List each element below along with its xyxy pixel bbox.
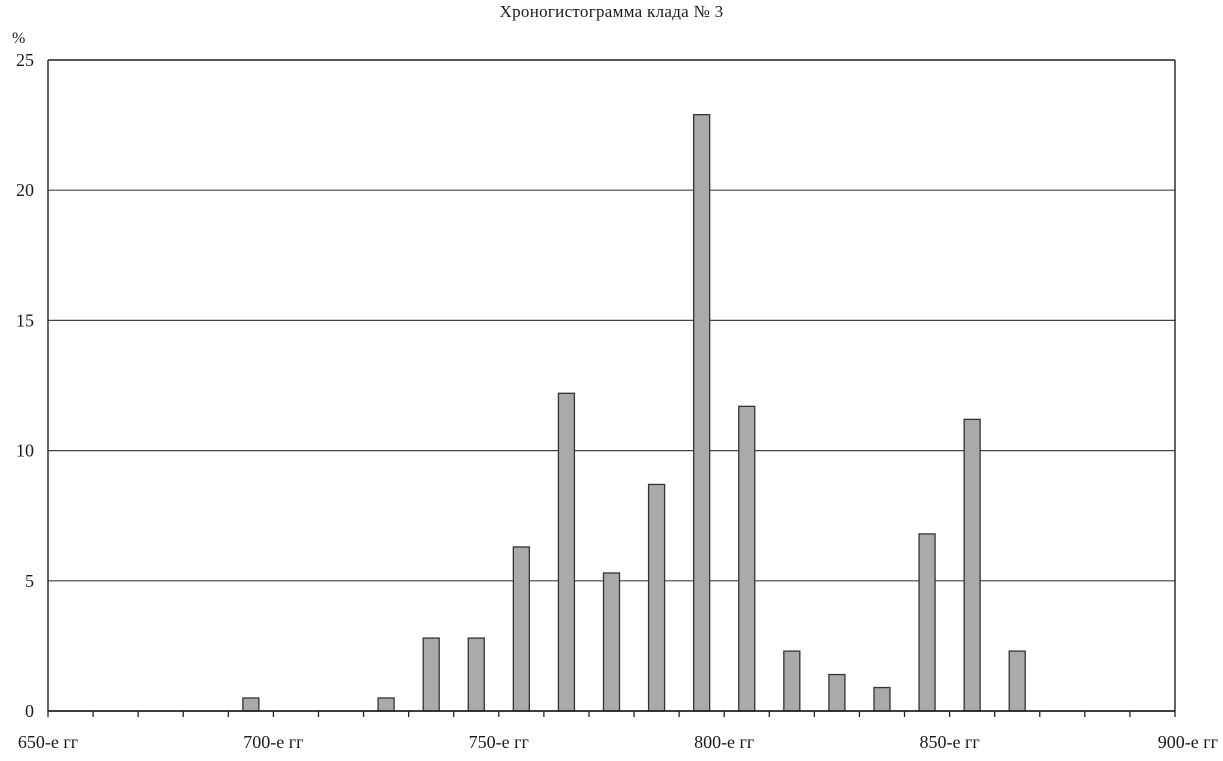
y-tick-label: 10 <box>16 441 34 461</box>
bar-805 <box>738 405 756 712</box>
bar-795 <box>693 114 711 712</box>
x-tick-label: 650-е гг <box>18 732 78 752</box>
y-tick-label: 25 <box>16 50 34 70</box>
bar-755 <box>512 546 530 712</box>
x-tick-label: 850-е гг <box>919 732 979 752</box>
bar-735 <box>422 637 440 712</box>
x-axis <box>47 710 1176 717</box>
bar-745 <box>467 637 485 712</box>
bar-775 <box>602 572 621 712</box>
y-axis-unit-label: % <box>12 30 26 47</box>
x-tick-label: 800-е гг <box>694 732 754 752</box>
y-tick-label: 5 <box>25 571 34 591</box>
bar-785 <box>647 483 666 712</box>
x-tick-label: 700-е гг <box>243 732 303 752</box>
y-tick-label: 20 <box>16 180 34 200</box>
bar-865 <box>1008 650 1026 712</box>
bar-815 <box>783 650 801 712</box>
bar-layer <box>242 114 1026 712</box>
grid-layer <box>48 189 1175 582</box>
bar-695 <box>242 697 260 712</box>
bar-835 <box>873 686 891 712</box>
x-tick-label: 900-е гг <box>1158 732 1218 752</box>
y-tick-label: 15 <box>16 310 34 330</box>
bar-845 <box>918 533 936 712</box>
plot-frame <box>47 59 1176 711</box>
x-tick-label: 750-е гг <box>469 732 529 752</box>
bar-825 <box>828 673 846 712</box>
bar-855 <box>963 418 981 712</box>
tick-labels: 0 5 10 15 20 25 650-е гг 700-е гг 750-е гг 800-е … <box>16 50 1218 752</box>
bar-725 <box>377 697 395 712</box>
y-tick-label: 0 <box>25 701 34 721</box>
bar-765 <box>557 392 576 712</box>
chart-title: Хроногистограмма клада № 3 <box>499 2 724 21</box>
